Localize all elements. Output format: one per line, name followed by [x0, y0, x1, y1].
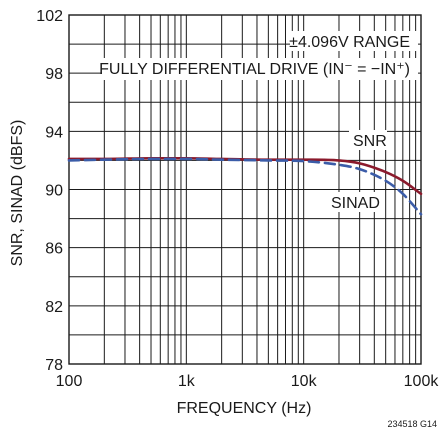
x-axis-title: FREQUENCY (Hz) — [177, 400, 312, 417]
plot-frame — [68, 14, 422, 365]
y-tick-label: 90 — [45, 183, 63, 200]
tick-labels: 78 82 86 90 94 98 102 100 1k 10k 100k — [36, 8, 439, 390]
snr-label-text: SNR — [353, 133, 387, 150]
x-tick-label: 1k — [178, 373, 196, 390]
figure-id: 234518 G14 — [387, 419, 437, 429]
drive-annotation: FULLY DIFFERENTIAL DRIVE (IN⁻ = −IN⁺) — [99, 58, 418, 80]
y-tick-label: 82 — [45, 299, 63, 316]
y-axis-title: SNR, SINAD (dBFS) — [9, 120, 26, 267]
drive-annotation-text: FULLY DIFFERENTIAL DRIVE (IN⁻ = −IN⁺) — [99, 61, 410, 78]
range-annotation: ±4.096V RANGE — [289, 31, 418, 51]
y-tick-label: 94 — [45, 124, 63, 141]
sinad-curve — [67, 157, 423, 216]
x-tick-label: 100 — [56, 373, 83, 390]
sinad-label: SINAD — [327, 192, 385, 212]
y-tick-label: 78 — [45, 357, 63, 374]
data-curves — [67, 156, 423, 216]
y-tick-label: 102 — [36, 8, 63, 25]
x-tick-label: 100k — [404, 373, 440, 390]
range-annotation-text: ±4.096V RANGE — [289, 34, 410, 51]
y-tick-label: 98 — [45, 66, 63, 83]
snr-label: SNR — [349, 130, 387, 150]
sinad-label-text: SINAD — [331, 195, 380, 212]
x-tick-label: 10k — [291, 373, 318, 390]
y-tick-label: 86 — [45, 241, 63, 258]
